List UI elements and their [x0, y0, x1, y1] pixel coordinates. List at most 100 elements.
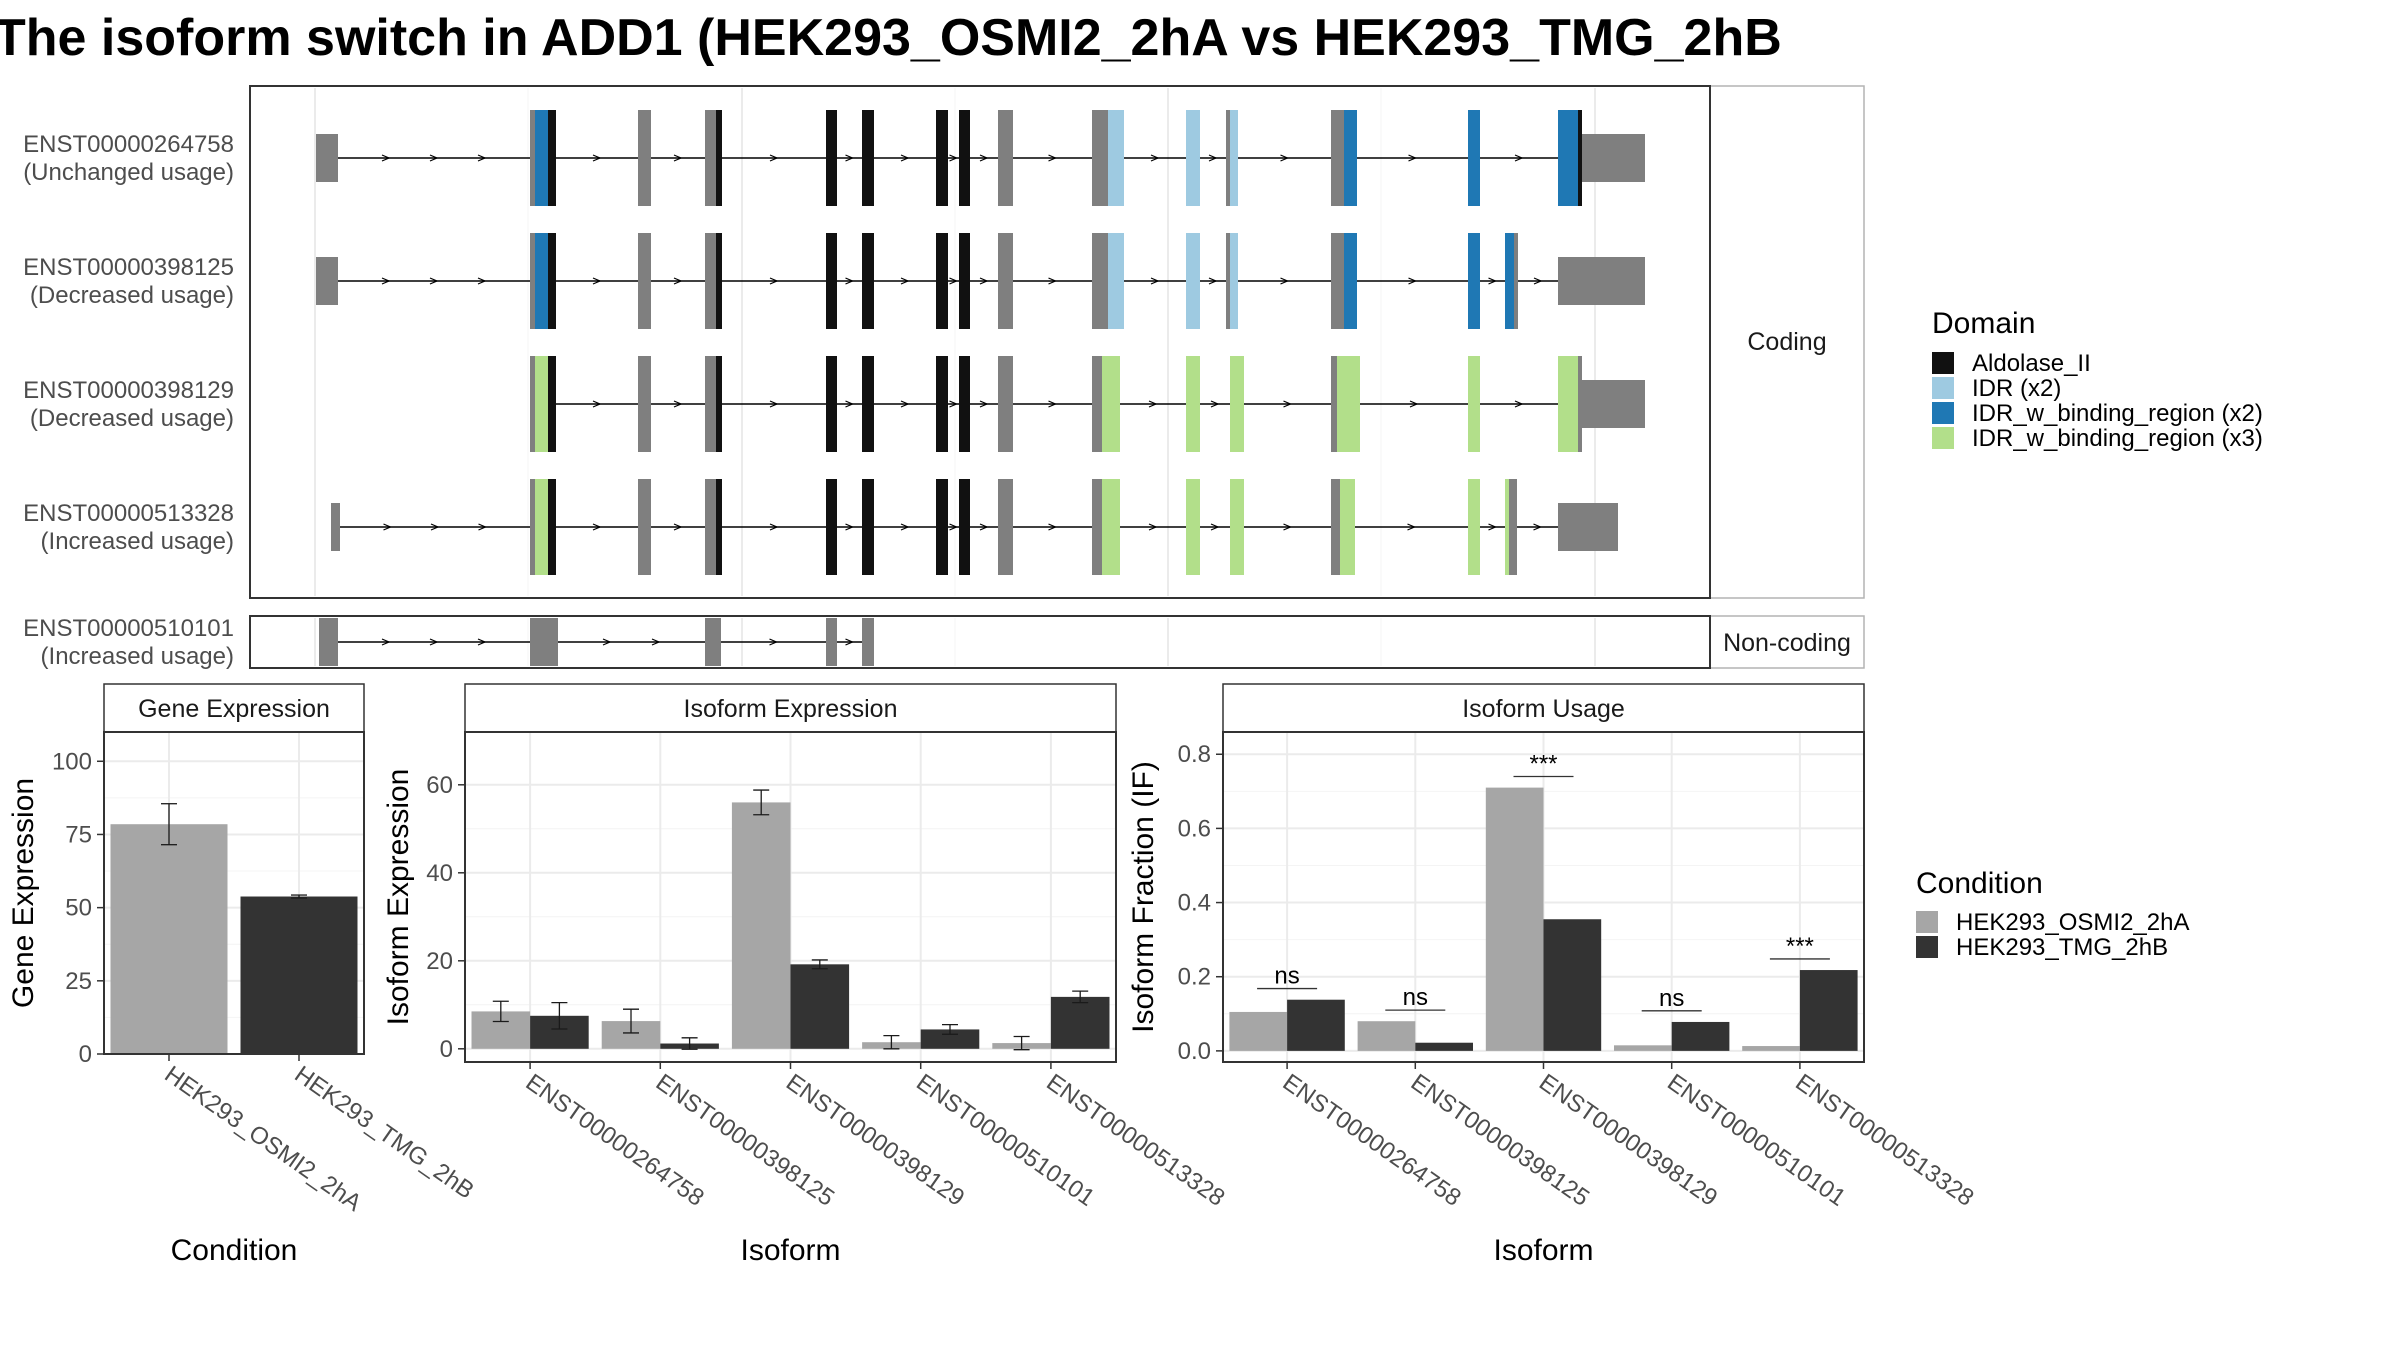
- transcript-ENST00000513328: [331, 479, 1618, 575]
- intron-arrow: [602, 638, 612, 646]
- domain-block: [1558, 110, 1578, 206]
- panel-label-noncoding: Non-coding: [1723, 629, 1851, 657]
- y-tick-label: 0: [79, 1041, 92, 1068]
- domain-block: [716, 110, 722, 206]
- intron-arrow: [769, 400, 779, 408]
- legend-key: [1932, 377, 1954, 399]
- domain-block: [716, 356, 722, 452]
- intron-arrow: [979, 523, 989, 531]
- intron-arrow: [769, 277, 779, 285]
- exon-block: [530, 356, 535, 452]
- domain-block: [862, 479, 874, 575]
- intron-arrow: [381, 638, 391, 646]
- domain-block: [959, 479, 970, 575]
- domain-block: [862, 356, 874, 452]
- exon-block: [705, 233, 716, 329]
- domain-block: [1468, 356, 1480, 452]
- intron-arrow: [1280, 154, 1290, 162]
- intron-arrow: [429, 277, 439, 285]
- isoform-usage-chart: Isoform Usage ns ns *** ns *** 0.0 0.2 0.4 0.6 0.8…: [1127, 683, 1979, 1267]
- intron-arrow: [900, 400, 910, 408]
- exon-block: [1558, 503, 1618, 551]
- exon-block: [705, 356, 716, 452]
- domain-block: [936, 233, 948, 329]
- domain-block: [535, 233, 548, 329]
- exon-block: [1092, 233, 1108, 329]
- domain-block: [826, 479, 837, 575]
- domain-block: [1230, 233, 1238, 329]
- intron-arrow: [845, 277, 855, 285]
- intron-arrow: [1208, 154, 1218, 162]
- domain-block: [826, 110, 837, 206]
- chart-title: Isoform Expression: [684, 695, 898, 723]
- intron-arrow: [1210, 400, 1220, 408]
- intron-arrow: [592, 400, 602, 408]
- exon-block: [1092, 110, 1108, 206]
- intron-arrow: [1150, 277, 1160, 285]
- figure-title: The isoform switch in ADD1 (HEK293_OSMI2…: [0, 9, 1782, 67]
- bar: [1799, 970, 1858, 1051]
- y-tick-label: 0.4: [1178, 890, 1211, 917]
- transcript-ENST00000510101: [319, 618, 874, 666]
- facet-strip: [464, 683, 1117, 733]
- isoform-label-usage: (Decreased usage): [30, 282, 234, 309]
- exon-block: [1331, 479, 1340, 575]
- y-tick-label: 0.8: [1178, 741, 1211, 768]
- domain-block: [1230, 479, 1244, 575]
- y-axis-title: Isoform Fraction (IF): [1127, 761, 1160, 1033]
- domain-block: [862, 233, 874, 329]
- legend-item-label: HEK293_OSMI2_2hA: [1956, 909, 2189, 936]
- legend-key: [1932, 427, 1954, 449]
- domain-block: [959, 356, 970, 452]
- intron-arrow: [1048, 154, 1058, 162]
- domain-block: [826, 356, 837, 452]
- domain-block: [936, 356, 948, 452]
- domain-block: [1468, 479, 1480, 575]
- intron-arrow: [845, 400, 855, 408]
- exon-block: [638, 356, 651, 452]
- intron-arrow: [949, 400, 959, 408]
- domain-block: [1558, 356, 1578, 452]
- intron-arrow: [1488, 277, 1498, 285]
- intron-arrow: [429, 638, 439, 646]
- exon-block: [998, 479, 1013, 575]
- legend-item-label: IDR_w_binding_region (x3): [1972, 425, 2263, 452]
- exon-block: [1331, 356, 1337, 452]
- exon-block: [1226, 233, 1230, 329]
- domain-block: [1108, 110, 1124, 206]
- y-tick-label: 75: [65, 821, 92, 848]
- intron-arrow: [1533, 523, 1543, 531]
- bar: [110, 824, 228, 1054]
- intron-arrow: [845, 638, 855, 646]
- facet-strip: [1222, 683, 1865, 733]
- intron-arrow: [979, 277, 989, 285]
- isoform-label-id: ENST00000398129: [23, 377, 234, 404]
- coding-strip: [1709, 85, 1865, 599]
- exon-block: [530, 110, 535, 206]
- intron-arrow: [383, 523, 393, 531]
- exon-block: [705, 618, 721, 666]
- chart-title: Isoform Usage: [1462, 695, 1625, 723]
- isoform-expression-chart: Isoform Expression0204060ENST00000264758…: [382, 683, 1230, 1267]
- intron-arrow: [769, 154, 779, 162]
- gene-expression-chart: Gene Expression0255075100HEK293_OSMI2_2h…: [7, 683, 479, 1267]
- exon-block: [638, 479, 651, 575]
- domain-block: [716, 233, 722, 329]
- y-tick-label: 0.6: [1178, 815, 1211, 842]
- intron-arrow: [1048, 400, 1058, 408]
- domain-block: [1505, 479, 1509, 575]
- bar: [1415, 1042, 1473, 1051]
- domain-block: [548, 110, 556, 206]
- domain-block: [548, 356, 556, 452]
- x-axis-title: Isoform: [740, 1234, 840, 1267]
- bar: [920, 1029, 980, 1049]
- exon-block: [530, 233, 535, 329]
- domain-block: [936, 479, 948, 575]
- bar: [790, 964, 850, 1049]
- intron-arrow: [673, 277, 683, 285]
- domain-block: [548, 233, 556, 329]
- bar: [1357, 1021, 1416, 1051]
- intron-arrow: [1408, 154, 1418, 162]
